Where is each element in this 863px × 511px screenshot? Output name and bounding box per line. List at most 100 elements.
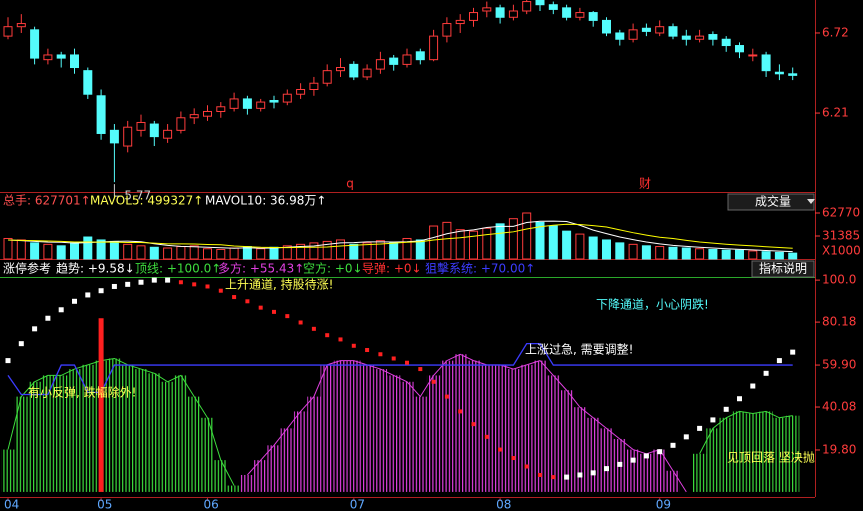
annotation: 见顶回落 坚决抛	[727, 450, 815, 465]
signal-line	[7, 343, 793, 396]
histogram-bar	[639, 453, 654, 492]
candle-body	[70, 54, 79, 69]
trend-square	[18, 341, 24, 347]
trend-square	[551, 475, 556, 480]
volume-bar	[535, 221, 545, 260]
candle-body	[708, 34, 718, 40]
candle-body	[229, 98, 239, 109]
volume-button-label[interactable]: 成交量	[755, 194, 791, 209]
histogram-bar	[466, 360, 481, 492]
candle-body	[389, 57, 399, 65]
volume-bar	[362, 242, 372, 260]
volume-bar	[229, 247, 239, 260]
trend-square	[524, 464, 529, 469]
candle-body	[482, 7, 492, 12]
volume-ma-line	[7, 223, 793, 249]
low-label: 5.77	[124, 189, 151, 203]
histogram-bar	[559, 390, 574, 492]
trend-square	[683, 434, 689, 440]
histogram-bar	[333, 360, 348, 492]
volume-bar	[721, 249, 731, 260]
volume-bar	[615, 242, 625, 260]
y-tick-label: 62770	[822, 206, 860, 220]
volume-bar	[681, 247, 691, 260]
volume-bar	[695, 248, 705, 260]
trend-square	[405, 360, 409, 365]
histogram-bar	[692, 453, 707, 492]
trend-square	[723, 406, 729, 412]
volume-bar	[469, 230, 478, 260]
histogram-bar	[520, 364, 534, 492]
y-tick-label: 19.80	[822, 442, 856, 456]
candle-body	[296, 89, 306, 95]
histogram-bar	[759, 411, 773, 492]
trend-square	[458, 409, 463, 414]
candle-body	[735, 45, 744, 53]
volume-bar	[309, 242, 319, 260]
candle-body	[788, 73, 798, 76]
candle-body	[322, 70, 332, 84]
histogram-bar	[626, 449, 640, 492]
trend-square	[245, 299, 250, 304]
candle-body	[149, 123, 159, 138]
histogram-bar	[27, 381, 42, 492]
histogram-bar	[732, 411, 747, 492]
candle-body	[681, 35, 691, 40]
y-tick-label: 6.21	[822, 106, 849, 120]
candle-body	[402, 54, 412, 65]
indicator-header: 导弹: +0↓	[362, 262, 422, 276]
candle-body	[641, 27, 651, 32]
trend-square	[737, 396, 742, 402]
histogram-bar	[360, 364, 374, 492]
histogram-bar	[719, 417, 733, 492]
histogram-bar	[121, 364, 135, 492]
indicator-button[interactable]	[751, 260, 815, 278]
histogram-bar	[666, 470, 680, 492]
candle-body	[748, 54, 758, 57]
trend-square	[697, 425, 703, 431]
trend-square	[338, 337, 343, 342]
trend-square	[418, 367, 423, 372]
candle-body	[123, 126, 133, 147]
candle-body	[615, 32, 625, 40]
volume-bar	[83, 236, 93, 260]
histogram-bar	[573, 407, 587, 492]
candle-body	[189, 114, 199, 119]
candle-body	[535, 0, 545, 6]
volume-header: 总手: 627701↑	[3, 194, 91, 208]
volume-bar	[163, 247, 173, 260]
volume-bar	[748, 250, 758, 260]
indicator-header: 多方: +55.43↑	[218, 261, 304, 276]
volume-button[interactable]	[727, 193, 815, 211]
histogram-bar	[160, 381, 175, 492]
trend-square	[85, 292, 91, 298]
trend-square	[498, 447, 503, 452]
trend-square	[577, 472, 583, 478]
candle-body	[575, 12, 585, 18]
candle-body	[774, 71, 784, 75]
trend-square	[272, 309, 276, 314]
indicator-button-label[interactable]: 指标说明	[759, 261, 807, 276]
volume-bar	[216, 248, 226, 260]
histogram-bar	[200, 417, 215, 492]
volume-bar	[176, 246, 186, 260]
histogram-outline	[7, 357, 235, 486]
volume-bar	[43, 243, 53, 260]
trend-square	[365, 348, 370, 353]
trend-square	[590, 470, 596, 476]
histogram-bar	[400, 381, 414, 492]
candle-body	[336, 67, 345, 72]
candle-body	[56, 54, 66, 59]
volume-bar	[495, 223, 505, 260]
volume-bar	[322, 240, 332, 260]
histogram-bar	[147, 373, 161, 492]
volume-bar	[282, 245, 292, 260]
dropdown-icon	[807, 199, 815, 204]
volume-bar	[774, 251, 784, 260]
volume-bar	[548, 225, 558, 260]
trend-square	[218, 288, 223, 293]
x-tick-label: 08	[496, 498, 511, 511]
volume-header: MAVOL5: 499327↑	[90, 194, 203, 208]
histogram-bar	[81, 364, 95, 492]
volume-bar	[336, 239, 345, 260]
